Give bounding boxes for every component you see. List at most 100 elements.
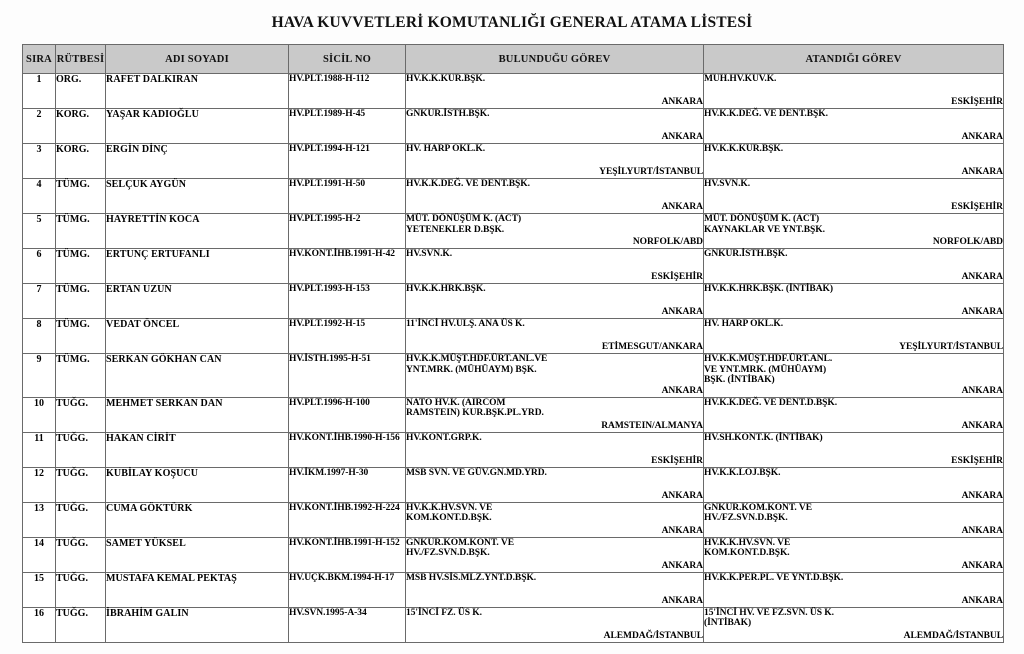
cell-adi-soyadi: CUMA GÖKTÜRK (105, 501, 289, 538)
bulundugu-gorev-wrapper: 15'İNCİ FZ. ÜS K. ALEMDAĞ/İSTANBUL (406, 608, 703, 642)
cell-adi-soyadi: HAKAN CİRİT (105, 431, 289, 468)
atandigi-gorev-text: HV. HARP OKL.K. (704, 319, 784, 329)
cell-adi-soyadi: VEDAT ÖNCEL (105, 318, 289, 354)
atandigi-gorev-location: ANKARA (961, 307, 1003, 318)
cell-sira: 14 (22, 536, 56, 573)
atandigi-gorev-location: ANKARA (961, 385, 1003, 396)
table-row: 4 TÜMG. SELÇUK AYGÜN HV.PLT.1991-H-50 HV.K.K… (22, 178, 1004, 214)
table-row: 8 TÜMG. VEDAT ÖNCEL HV.PLT.1992-H-15 11'İNCİ… (22, 318, 1004, 354)
table-row: 10 TUĞG. MEHMET SERKAN DAN HV.PLT.1996-H-10… (22, 396, 1004, 433)
cell-sira: 16 (22, 606, 56, 643)
table-row: 6 TÜMG. ERTUNÇ ERTUFANLI HV.KONT.İHB.1991-H… (22, 248, 1004, 284)
cell-bulundugu-gorev: GNKUR.KOM.KONT. VE HV./FZ.SVN.D.BŞK. ANKA… (405, 536, 704, 573)
cell-sicil-no: HV.PLT.1989-H-45 (288, 108, 406, 144)
bulundugu-gorev-location: ANKARA (661, 385, 703, 396)
bulundugu-gorev-location: ANKARA (661, 97, 703, 108)
bulundugu-gorev-location: ANKARA (661, 490, 703, 501)
cell-atandigi-gorev: MÜT. DÖNÜŞÜM K. (ACT) KAYNAKLAR VE YNT.B… (703, 213, 1004, 249)
cell-sira: 8 (22, 318, 56, 354)
cell-bulundugu-gorev: HV.K.K.HV.SVN. VE KOM.KONT.D.BŞK. ANKARA (405, 501, 704, 538)
cell-sicil-no: HV.KONT.İHB.1992-H-224 (288, 501, 406, 538)
atandigi-gorev-location: ANKARA (961, 560, 1003, 571)
bulundugu-gorev-location: RAMSTEIN/ALMANYA (601, 420, 703, 431)
atandigi-gorev-location: ANKARA (961, 525, 1003, 536)
bulundugu-gorev-text: 11'İNCİ HV.ULŞ. ANA ÜS K. (406, 319, 525, 329)
bulundugu-gorev-text: HV. HARP OKL.K. (406, 144, 486, 154)
atandigi-gorev-text: HV.K.K.DEĞ. VE DENT.BŞK. (704, 109, 828, 119)
bulundugu-gorev-location: NORFOLK/ABD (632, 237, 703, 248)
atandigi-gorev-wrapper: MÜT. DÖNÜŞÜM K. (ACT) KAYNAKLAR VE YNT.B… (704, 214, 1003, 248)
bulundugu-gorev-text: 15'İNCİ FZ. ÜS K. (406, 607, 482, 618)
column-header-bulundugu-gorev: BULUNDUĞU GÖREV (405, 44, 704, 74)
cell-sira: 13 (22, 501, 56, 538)
cell-atandigi-gorev: GNKUR.İSTH.BŞK. ANKARA (703, 248, 1004, 284)
cell-sira: 12 (22, 466, 56, 503)
cell-sira: 7 (22, 283, 56, 319)
atandigi-gorev-wrapper: HV. HARP OKL.K. YEŞİLYURT/İSTANBUL (704, 319, 1003, 353)
bulundugu-gorev-wrapper: HV.K.K.HRK.BŞK. ANKARA (406, 284, 703, 318)
atandigi-gorev-text: HV.K.K.MÜŞT.HDF.ÜRT.ANL. VE YNT.MRK. (MÜ… (704, 354, 833, 386)
bulundugu-gorev-location: ANKARA (661, 595, 703, 606)
bulundugu-gorev-text: HV.SVN.K. (406, 249, 453, 259)
bulundugu-gorev-wrapper: HV.K.K.DEĞ. VE DENT.BŞK. ANKARA (406, 179, 703, 213)
table-row: 2 KORG. YAŞAR KADIOĞLU HV.PLT.1989-H-45 GNKU… (22, 108, 1004, 144)
atandigi-gorev-wrapper: GNKUR.İSTH.BŞK. ANKARA (704, 249, 1003, 283)
cell-rutbesi: TÜMG. (55, 248, 106, 284)
atandigi-gorev-text: GNKUR.İSTH.BŞK. (704, 249, 788, 259)
atandigi-gorev-location: ANKARA (961, 167, 1003, 178)
atandigi-gorev-location: ESKİŞEHİR (951, 455, 1003, 466)
bulundugu-gorev-location: ANKARA (661, 307, 703, 318)
cell-sira: 4 (22, 178, 56, 214)
cell-sira: 1 (22, 73, 56, 109)
bulundugu-gorev-location: ETİMESGUT/ANKARA (601, 342, 703, 353)
cell-bulundugu-gorev: MSB HV.SİS.MLZ.YNT.D.BŞK. ANKARA (405, 571, 704, 608)
table-row: 16 TUĞG. İBRAHİM GALIN HV.SVN.1995-A-34 15'İ… (22, 606, 1004, 643)
cell-sira: 11 (22, 431, 56, 468)
atandigi-gorev-wrapper: HV.K.K.LOJ.BŞK. ANKARA (704, 468, 1003, 502)
bulundugu-gorev-text: MSB SVN. VE GÜV.GN.MD.YRD. (406, 467, 547, 478)
cell-bulundugu-gorev: HV.K.K.HRK.BŞK. ANKARA (405, 283, 704, 319)
cell-sicil-no: HV.UÇK.BKM.1994-H-17 (288, 571, 406, 608)
bulundugu-gorev-location: ANKARA (661, 525, 703, 536)
atandigi-gorev-location: ANKARA (961, 490, 1003, 501)
cell-rutbesi: ORG. (55, 73, 106, 109)
cell-adi-soyadi: RAFET DALKIRAN (105, 73, 289, 109)
bulundugu-gorev-text: HV.K.K.HV.SVN. VE KOM.KONT.D.BŞK. (406, 502, 493, 524)
cell-adi-soyadi: ERTUNÇ ERTUFANLI (105, 248, 289, 284)
assignment-table-container: SIRA RÜTBESİ ADI SOYADI SİCİL NO BULUNDU… (22, 44, 1004, 643)
bulundugu-gorev-wrapper: HV.K.K.HV.SVN. VE KOM.KONT.D.BŞK. ANKARA (406, 503, 703, 537)
cell-bulundugu-gorev: GNKUR.İSTH.BŞK. ANKARA (405, 108, 704, 144)
table-header: SIRA RÜTBESİ ADI SOYADI SİCİL NO BULUNDU… (22, 44, 1004, 74)
cell-atandigi-gorev: HV.SVN.K. ESKİŞEHİR (703, 178, 1004, 214)
bulundugu-gorev-text: GNKUR.İSTH.BŞK. (406, 109, 490, 119)
cell-sicil-no: HV.PLT.1996-H-100 (288, 396, 406, 433)
bulundugu-gorev-location: ANKARA (661, 560, 703, 571)
cell-sicil-no: HV.PLT.1991-H-50 (288, 178, 406, 214)
cell-sicil-no: HV.KONT.İHB.1991-H-42 (288, 248, 406, 284)
atandigi-gorev-location: ANKARA (961, 595, 1003, 606)
atandigi-gorev-text: HV.K.K.DEĞ. VE DENT.D.BŞK. (704, 397, 838, 408)
cell-rutbesi: TUĞG. (55, 536, 106, 573)
cell-sicil-no: HV.PLT.1995-H-2 (288, 213, 406, 249)
cell-adi-soyadi: SELÇUK AYGÜN (105, 178, 289, 214)
bulundugu-gorev-wrapper: HV.KONT.GRP.K. ESKİŞEHİR (406, 433, 703, 467)
atandigi-gorev-text: HV.K.K.PER.PL. VE YNT.D.BŞK. (704, 572, 844, 583)
atandigi-gorev-location: YEŞİLYURT/İSTANBUL (899, 342, 1003, 353)
table-row: 3 KORG. ERGİN DİNÇ HV.PLT.1994-H-121 HV. HAR… (22, 143, 1004, 179)
cell-sicil-no: HV.KONT.İHB.1991-H-152 (288, 536, 406, 573)
bulundugu-gorev-location: ESKİŞEHİR (651, 455, 703, 466)
column-header-atandigi-gorev: ATANDIĞI GÖREV (703, 44, 1004, 74)
table-row: 13 TUĞG. CUMA GÖKTÜRK HV.KONT.İHB.1992-H-22… (22, 501, 1004, 538)
cell-bulundugu-gorev: 15'İNCİ FZ. ÜS K. ALEMDAĞ/İSTANBUL (405, 606, 704, 643)
atandigi-gorev-text: HV.K.K.LOJ.BŞK. (704, 467, 781, 478)
cell-rutbesi: TUĞG. (55, 396, 106, 433)
bulundugu-gorev-wrapper: HV.K.K.MÜŞT.HDF.ÜRT.ANL.VE YNT.MRK. (MÜH… (406, 354, 703, 397)
cell-rutbesi: TÜMG. (55, 178, 106, 214)
cell-adi-soyadi: YAŞAR KADIOĞLU (105, 108, 289, 144)
atandigi-gorev-text: HV.K.K.KUR.BŞK. (704, 144, 784, 154)
atandigi-gorev-location: ANKARA (961, 272, 1003, 283)
atandigi-gorev-location: ALEMDAĞ/İSTANBUL (903, 630, 1003, 641)
bulundugu-gorev-text: HV.K.K.HRK.BŞK. (406, 284, 486, 294)
bulundugu-gorev-location: ESKİŞEHİR (651, 272, 703, 283)
cell-bulundugu-gorev: HV.KONT.GRP.K. ESKİŞEHİR (405, 431, 704, 468)
